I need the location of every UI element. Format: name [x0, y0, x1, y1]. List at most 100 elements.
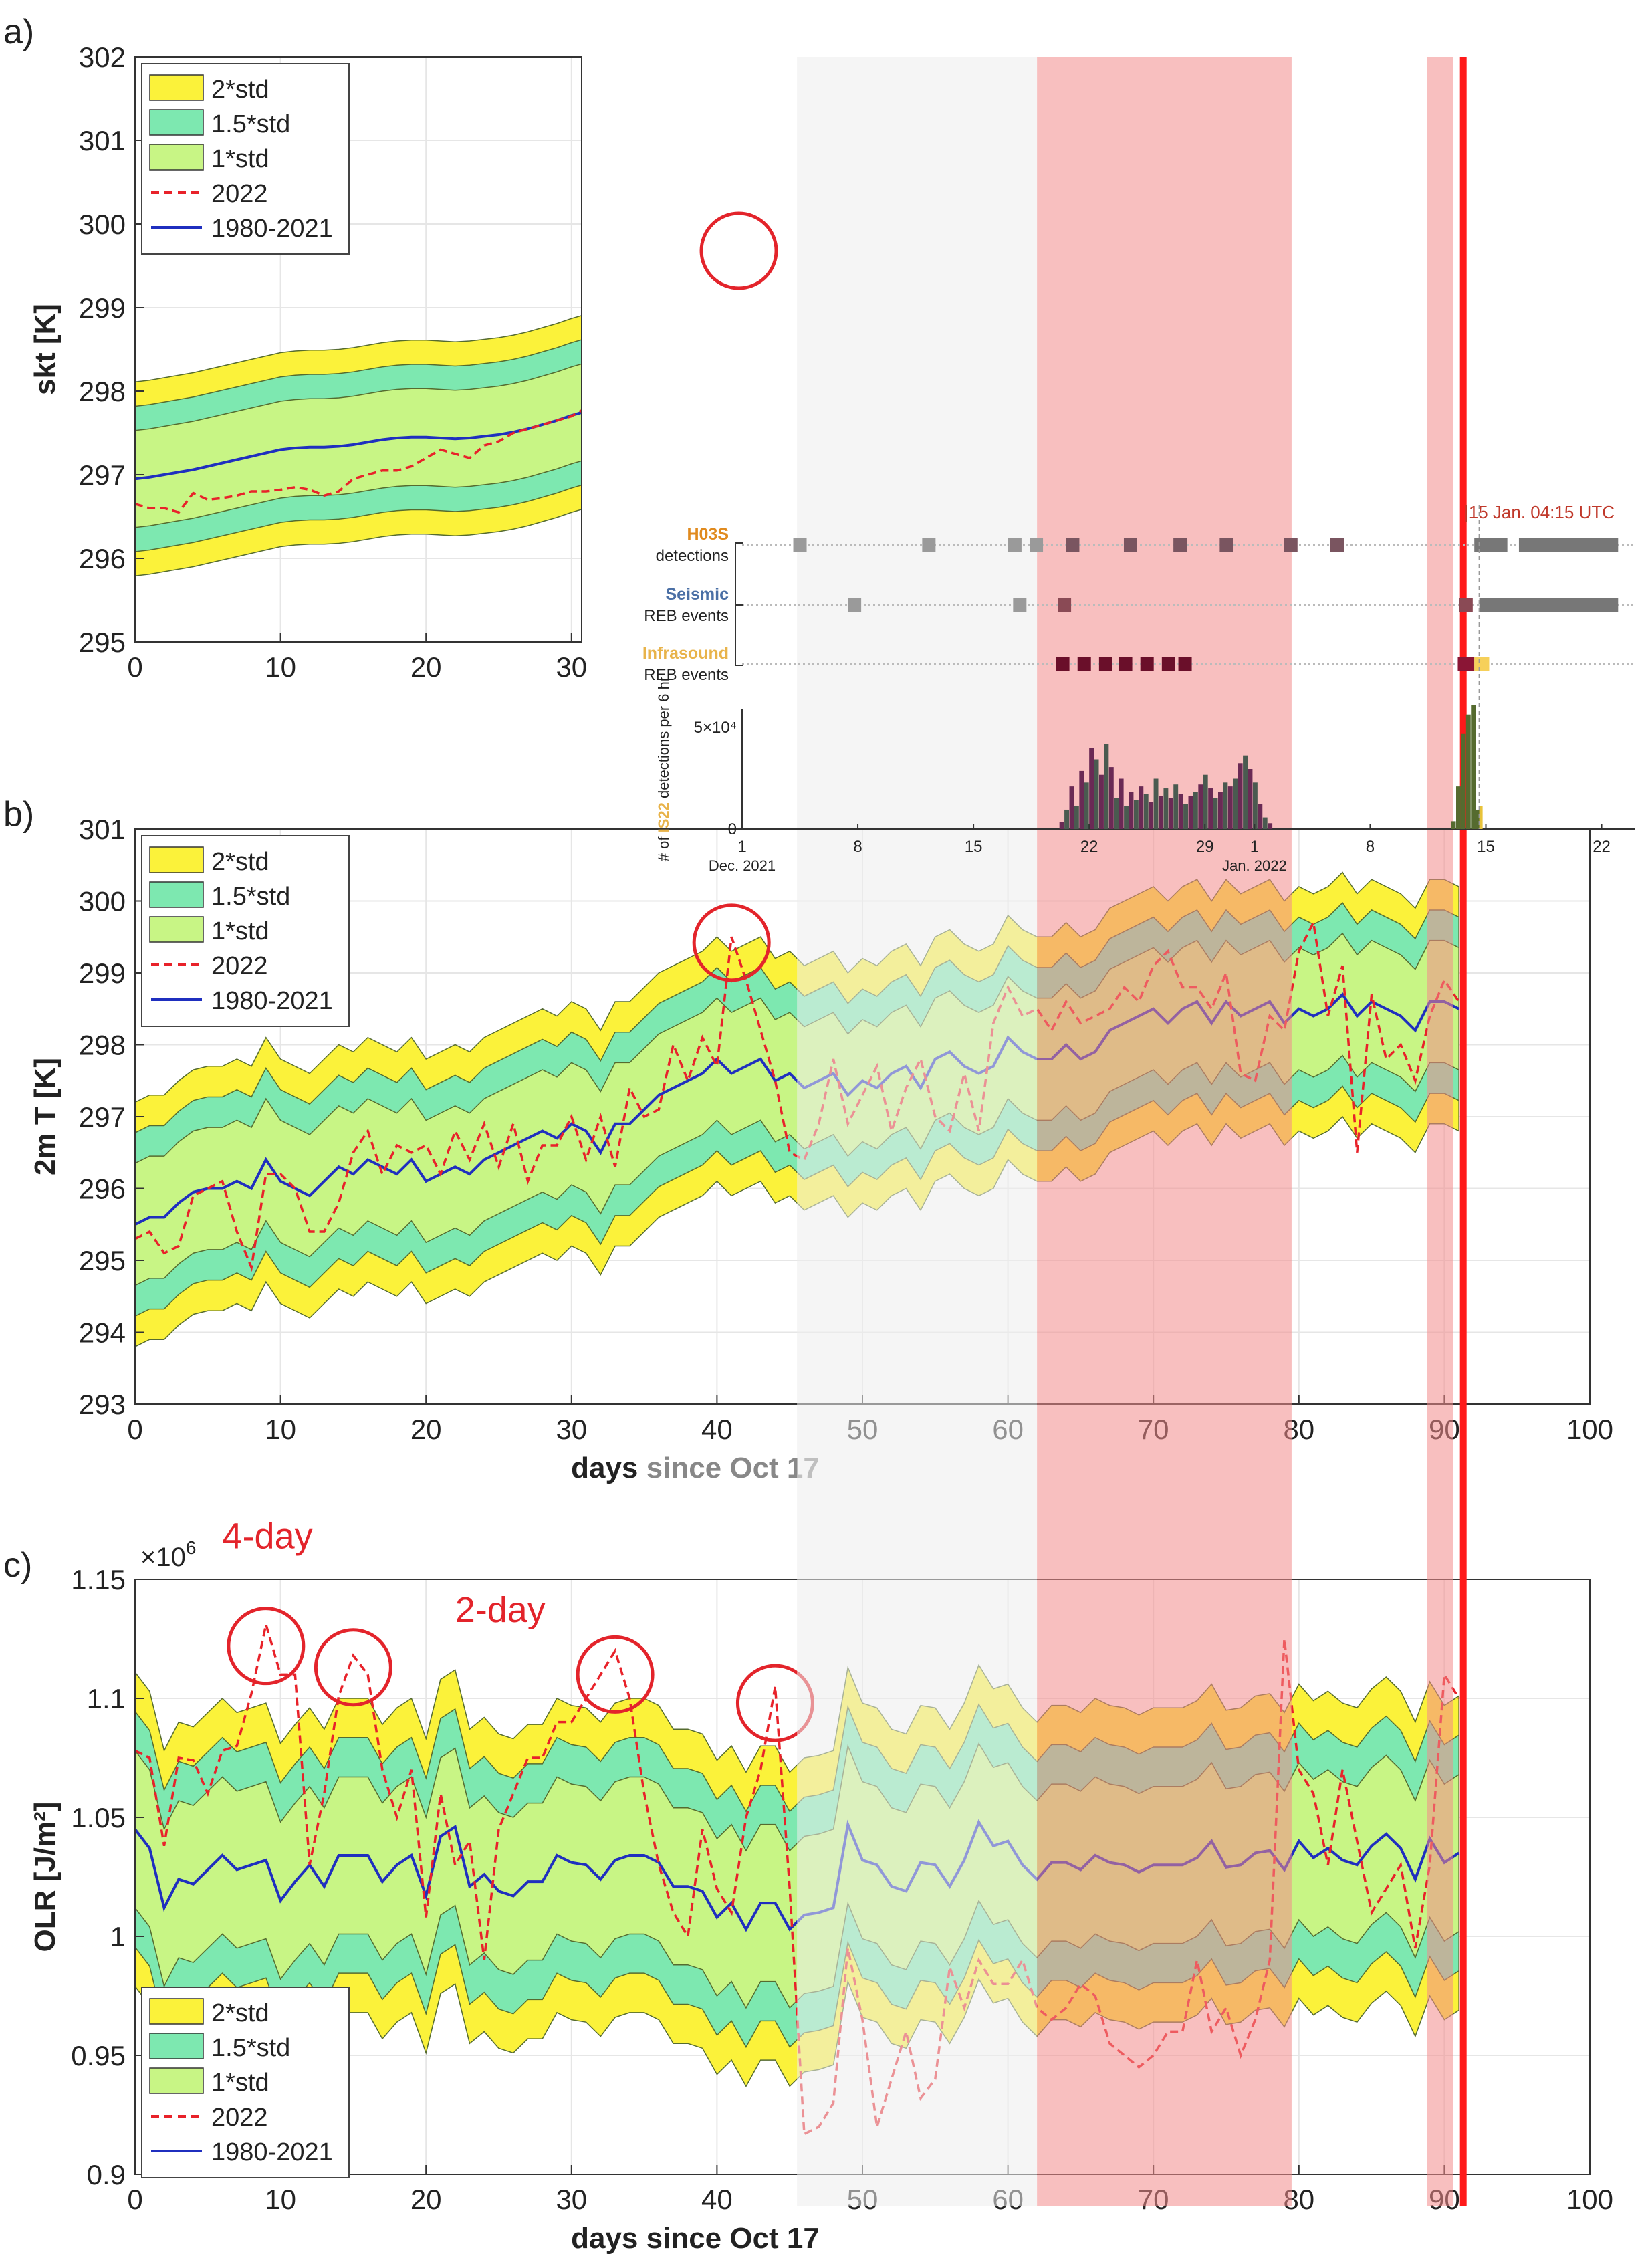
infrasound-event	[1161, 657, 1175, 671]
legend-label: 1*std	[211, 145, 269, 173]
ytick-label: 297	[79, 459, 126, 491]
xtick-label: 100	[1566, 1413, 1613, 1445]
x-axis-label-rest: since Oct 17	[646, 2222, 820, 2255]
x-axis-label-bold: days	[571, 1452, 646, 1484]
hist-ytick-label: 0	[728, 820, 737, 838]
ytick-label: 300	[79, 209, 126, 240]
hist-xtick-label: 22	[1593, 838, 1611, 856]
annotation-text: 4-day	[223, 1516, 313, 1557]
ticks: 0.90.9511.051.11.15010203040506070809010…	[71, 1564, 1613, 2215]
hist-bar	[1074, 806, 1079, 829]
hist-bar	[1479, 806, 1483, 829]
h03s-bar	[1474, 538, 1508, 552]
hist-bar	[1099, 774, 1104, 829]
hist-xtick-label: 15	[1477, 838, 1495, 856]
hist-bar	[1119, 778, 1124, 829]
ytick-label: 294	[79, 1317, 126, 1349]
xtick-label: 40	[701, 1413, 733, 1445]
h03s-event	[922, 538, 936, 552]
hist-xtick-label: 22	[1080, 838, 1098, 856]
hist-bar	[1188, 796, 1193, 829]
hist-bar	[1139, 786, 1144, 829]
highlight-circle	[699, 211, 778, 290]
y-axis-label: OLR [J/m²]	[29, 1802, 62, 1952]
infrasound-event	[1077, 657, 1091, 671]
ytick-label: 296	[79, 1173, 126, 1205]
seismic-event	[1058, 598, 1072, 612]
hist-bar	[1461, 733, 1466, 829]
legend-label: 2*std	[211, 76, 269, 104]
ytick-label: 298	[79, 1030, 126, 1061]
hist-bar	[1471, 705, 1476, 829]
hist-ylabel-part: # of	[655, 832, 672, 861]
panel-letter: a)	[3, 13, 34, 51]
hist-ylabel-part: IS22	[655, 802, 672, 832]
h03s-event	[1008, 538, 1022, 552]
legend-swatch	[149, 2067, 204, 2094]
event-shading	[797, 57, 1467, 2206]
h03s-event	[1173, 538, 1187, 552]
hist-xtick-label: 1	[1250, 838, 1259, 856]
xtick-label: 0	[127, 651, 142, 683]
ytick-label: 0.95	[71, 2040, 126, 2071]
hist-bar	[1213, 798, 1218, 829]
hist-bar	[1149, 802, 1154, 829]
hist-bar	[1258, 804, 1263, 829]
hist-bar	[1178, 794, 1183, 829]
seismic-event	[848, 598, 862, 612]
red-period-shade-2	[1427, 57, 1453, 2206]
x-axis-label: days since Oct 17	[571, 2222, 820, 2255]
hist-bar	[1069, 786, 1074, 829]
legend-label: 1.5*std	[211, 883, 290, 911]
hist-bar	[1203, 774, 1208, 829]
hist-bar	[1227, 786, 1233, 829]
hist-xtick-label: 29	[1196, 838, 1214, 856]
legend-label: 2022	[211, 2104, 268, 2132]
inset-row-name: Seismic	[665, 585, 729, 604]
legend-swatch	[149, 2033, 204, 2059]
hist-bar	[1163, 788, 1169, 829]
ytick-label: 1.05	[71, 1802, 126, 1833]
hist-xtick-label: 15	[965, 838, 983, 856]
hist-bar	[1252, 782, 1258, 829]
axis-exponent-power: 6	[186, 1537, 197, 1558]
infrasound-event-yellow	[1474, 657, 1490, 671]
y-axis-label: skt [K]	[29, 304, 62, 395]
hist-bar	[1465, 714, 1471, 829]
ytick-label: 299	[79, 292, 126, 324]
hist-bar	[1268, 823, 1273, 829]
hist-bar	[1089, 748, 1094, 829]
std-bands	[135, 315, 582, 577]
hist-bar	[1143, 794, 1149, 829]
infrasound-event	[1056, 657, 1070, 671]
hist-bar	[1218, 792, 1223, 829]
hist-bar	[1456, 786, 1461, 829]
legend-swatch	[149, 74, 204, 101]
legend-label: 2*std	[211, 848, 269, 876]
ytick-label: 300	[79, 886, 126, 917]
legend-swatch	[149, 144, 204, 171]
xtick-label: 30	[556, 1413, 587, 1445]
hist-bar	[1084, 782, 1089, 829]
hist-bar	[1064, 809, 1070, 829]
legend: 2*std 1.5*std 1*std 2022 1980-2021	[141, 63, 350, 255]
hist-bar	[1079, 770, 1084, 829]
h03s-event	[1123, 538, 1137, 552]
hist-bar	[1233, 778, 1238, 829]
y-axis-label: 2m T [K]	[29, 1058, 62, 1175]
hist-bar	[1238, 763, 1243, 829]
seismic-event	[1013, 598, 1027, 612]
hist-bar	[1159, 796, 1163, 829]
infrasound-event	[1140, 657, 1154, 671]
inset-row-sub: detections	[656, 547, 729, 565]
hist-bar	[1248, 769, 1253, 829]
legend-label: 1980-2021	[211, 987, 333, 1015]
xtick-label: 0	[127, 2184, 142, 2215]
hist-bar	[1243, 755, 1248, 829]
legend-label: 2022	[211, 180, 268, 208]
highlight-circle	[692, 903, 771, 982]
hist-bar	[1108, 767, 1114, 829]
ytick-label: 295	[79, 1245, 126, 1276]
x-axis-label: days since Oct 17	[571, 1452, 820, 1484]
infrasound-event	[1178, 657, 1192, 671]
